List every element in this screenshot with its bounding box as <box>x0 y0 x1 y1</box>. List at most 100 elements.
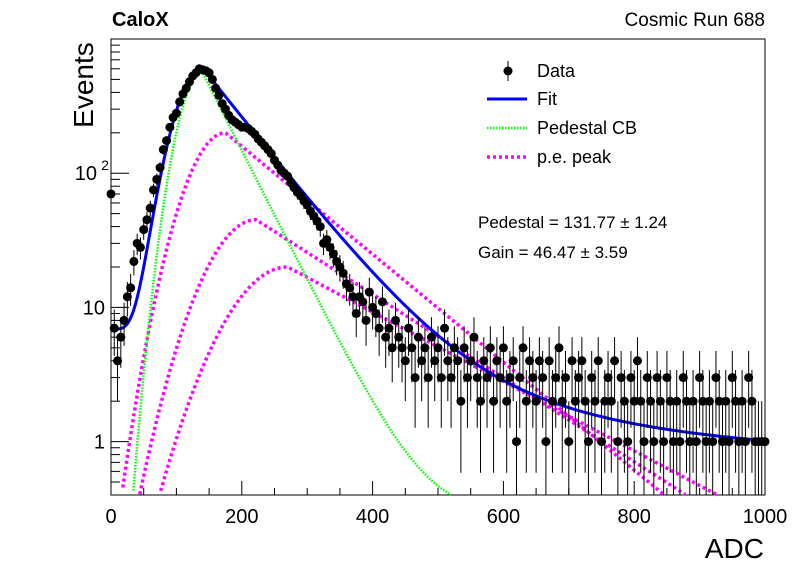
data-point <box>623 401 633 495</box>
data-marker <box>433 343 443 353</box>
data-marker <box>557 396 567 406</box>
data-point <box>515 351 525 428</box>
data-point <box>659 401 669 495</box>
data-point <box>453 337 463 402</box>
data-marker <box>459 343 469 353</box>
data-point <box>495 351 505 428</box>
data-point <box>175 97 185 107</box>
data-marker <box>387 343 397 353</box>
data-point <box>440 309 450 356</box>
data-marker <box>580 396 590 406</box>
legend-pedestal-label: Pedestal CB <box>537 118 637 138</box>
data-point <box>377 286 387 323</box>
data-marker <box>469 332 479 342</box>
data-marker <box>145 203 155 213</box>
data-marker <box>404 323 414 333</box>
data-marker <box>521 396 531 406</box>
data-marker <box>717 437 727 447</box>
data-marker <box>531 396 541 406</box>
data-point <box>171 108 181 118</box>
data-marker <box>655 396 665 406</box>
data-point <box>459 326 469 383</box>
data-point <box>734 401 744 495</box>
data-point <box>394 317 404 368</box>
data-point <box>126 273 136 306</box>
data-marker <box>610 356 620 366</box>
data-marker <box>338 268 348 278</box>
data-point <box>721 370 731 473</box>
data-point <box>485 326 495 383</box>
data-point <box>466 337 476 402</box>
data-point <box>606 370 616 473</box>
data-marker <box>508 356 518 366</box>
data-point <box>449 326 459 383</box>
data-marker <box>567 356 577 366</box>
data-point <box>472 351 482 428</box>
data-marker <box>489 396 499 406</box>
data-point <box>482 351 492 428</box>
data-point <box>476 370 486 473</box>
data-marker <box>345 283 355 293</box>
data-point <box>420 326 430 383</box>
data-point <box>407 326 417 383</box>
pe-peak-2-curve <box>138 217 687 496</box>
data-point <box>446 351 456 428</box>
data-marker <box>518 343 528 353</box>
data-marker <box>371 309 381 319</box>
data-point <box>668 401 678 495</box>
data-marker <box>675 437 685 447</box>
data-marker <box>525 356 535 366</box>
data-point <box>731 370 741 473</box>
pedestal-cb-curve <box>131 71 452 497</box>
data-point <box>315 218 325 237</box>
data-marker <box>734 437 744 447</box>
data-marker <box>724 437 734 447</box>
data-marker <box>642 373 652 383</box>
data-point <box>498 326 508 383</box>
data-point <box>551 351 561 428</box>
data-point <box>502 370 512 473</box>
data-point <box>636 370 646 473</box>
data-marker <box>740 437 750 447</box>
data-point <box>139 220 149 240</box>
data-marker <box>479 356 489 366</box>
data-marker <box>449 343 459 353</box>
data-marker <box>668 437 678 447</box>
data-marker <box>135 242 145 252</box>
data-marker <box>374 323 384 333</box>
data-marker <box>760 437 770 447</box>
data-marker <box>662 373 672 383</box>
data-point <box>149 183 159 198</box>
data-marker <box>322 235 332 245</box>
data-point <box>162 136 172 146</box>
data-point <box>675 401 685 495</box>
data-point <box>351 296 361 338</box>
y-axis-label: Events <box>68 42 99 128</box>
data-marker <box>538 373 548 383</box>
data-point <box>747 370 757 473</box>
data-point <box>590 370 600 473</box>
data-marker <box>348 292 358 302</box>
legend-item-pe: p.e. peak <box>487 147 612 167</box>
data-point <box>593 337 603 402</box>
legend-fit-label: Fit <box>537 89 557 109</box>
legend: Data Fit Pedestal CB p.e. peak <box>487 61 637 167</box>
data-marker <box>358 297 368 307</box>
data-point <box>358 286 368 323</box>
data-point <box>760 401 770 495</box>
data-marker <box>541 437 551 447</box>
data-marker <box>613 437 623 447</box>
data-point <box>443 337 453 402</box>
pe-peak-1-curve <box>121 131 666 497</box>
y-tick-label: 10 <box>83 297 105 319</box>
data-marker <box>155 163 165 173</box>
data-marker <box>453 356 463 366</box>
data-point <box>142 211 152 230</box>
legend-data-label: Data <box>537 61 576 81</box>
data-marker <box>528 373 538 383</box>
data-marker <box>632 356 642 366</box>
data-marker <box>711 373 721 383</box>
data-point <box>534 337 544 402</box>
data-point <box>603 351 613 428</box>
legend-item-fit: Fit <box>487 89 557 109</box>
